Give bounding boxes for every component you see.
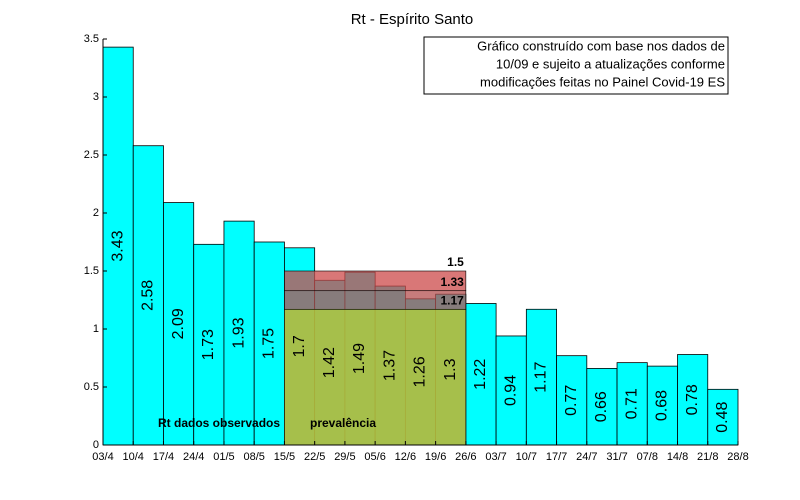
value-label: 0.68 <box>654 390 671 421</box>
x-tick-label: 07/8 <box>637 451 658 463</box>
reference-band <box>284 270 467 292</box>
region-text: prevalência <box>310 416 376 430</box>
bar <box>556 355 588 446</box>
x-tick-label: 21/8 <box>697 451 718 463</box>
x-tick-label: 26/6 <box>455 451 476 463</box>
x-tick-label: 08/5 <box>243 451 264 463</box>
x-tick-label: 24/7 <box>576 451 597 463</box>
bar <box>102 46 134 446</box>
y-tick-label: 0.5 <box>84 381 99 393</box>
x-tick-label: 15/5 <box>274 451 295 463</box>
x-tick-label: 31/7 <box>606 451 627 463</box>
value-label: 1.17 <box>533 361 550 392</box>
x-tick-label: 03/4 <box>92 451 113 463</box>
x-tick-label: 17/4 <box>153 451 174 463</box>
value-label: 1.73 <box>200 329 217 360</box>
bar <box>253 241 285 446</box>
bar <box>677 354 709 446</box>
x-tick-label: 05/6 <box>364 451 385 463</box>
value-label: 0.78 <box>684 384 701 415</box>
bar <box>132 145 164 446</box>
x-tick-label: 12/6 <box>395 451 416 463</box>
bar <box>616 362 648 446</box>
value-label: 1.26 <box>412 356 429 387</box>
bar <box>646 365 678 446</box>
value-label: 3.43 <box>109 230 126 261</box>
value-label: 1.75 <box>261 328 278 359</box>
x-tick-label: 01/5 <box>213 451 234 463</box>
x-tick-label: 10/7 <box>516 451 537 463</box>
value-label: 0.66 <box>593 391 610 422</box>
x-tick-label: 14/8 <box>667 451 688 463</box>
y-tick-label: 1.5 <box>84 265 99 277</box>
x-tick-label: 19/6 <box>425 451 446 463</box>
y-tick-label: 3.5 <box>84 33 99 45</box>
region-text: Rt dados observados <box>158 416 280 430</box>
value-label: 1.37 <box>381 350 398 381</box>
annotation-text: modificações feitas no Painel Covid-19 E… <box>480 74 725 89</box>
annotation-text: Gráfico construído com base nos dados de <box>477 38 725 53</box>
bar <box>707 388 739 446</box>
y-tick-label: 1 <box>93 323 99 335</box>
x-tick-label: 03/7 <box>485 451 506 463</box>
reference-label: 1.17 <box>440 293 464 307</box>
value-label: 2.09 <box>170 308 187 339</box>
x-tick-label: 29/5 <box>334 451 355 463</box>
y-tick-label: 2.5 <box>84 149 99 161</box>
x-tick-label: 24/4 <box>183 451 204 463</box>
value-label: 0.77 <box>563 385 580 416</box>
value-label: 1.93 <box>230 317 247 348</box>
value-label: 0.71 <box>623 388 640 419</box>
chart-title: Rt - Espírito Santo <box>351 11 474 28</box>
value-label: 1.3 <box>442 358 459 380</box>
value-label: 1.49 <box>351 343 368 374</box>
bar <box>163 202 195 446</box>
value-label: 0.48 <box>714 401 731 432</box>
value-label: 1.22 <box>472 359 489 390</box>
value-label: 1.7 <box>291 335 308 357</box>
bar <box>495 335 527 446</box>
x-tick-label: 28/8 <box>727 451 748 463</box>
x-tick-label: 17/7 <box>546 451 567 463</box>
bar <box>193 243 225 446</box>
value-label: 2.58 <box>140 280 157 311</box>
y-tick-label: 3 <box>93 91 99 103</box>
bar <box>586 368 618 446</box>
x-tick-label: 10/4 <box>123 451 144 463</box>
value-label: 0.94 <box>502 375 519 406</box>
reference-label: 1.5 <box>447 255 464 269</box>
reference-label: 1.33 <box>440 275 464 289</box>
annotation-box <box>423 36 729 95</box>
reference-band <box>284 290 467 310</box>
value-label: 1.42 <box>321 347 338 378</box>
x-tick-label: 22/5 <box>304 451 325 463</box>
y-tick-label: 0 <box>93 439 99 451</box>
annotation-text: 10/09 e sujeito a atualizações conforme <box>496 56 725 71</box>
y-tick-label: 2 <box>93 207 99 219</box>
